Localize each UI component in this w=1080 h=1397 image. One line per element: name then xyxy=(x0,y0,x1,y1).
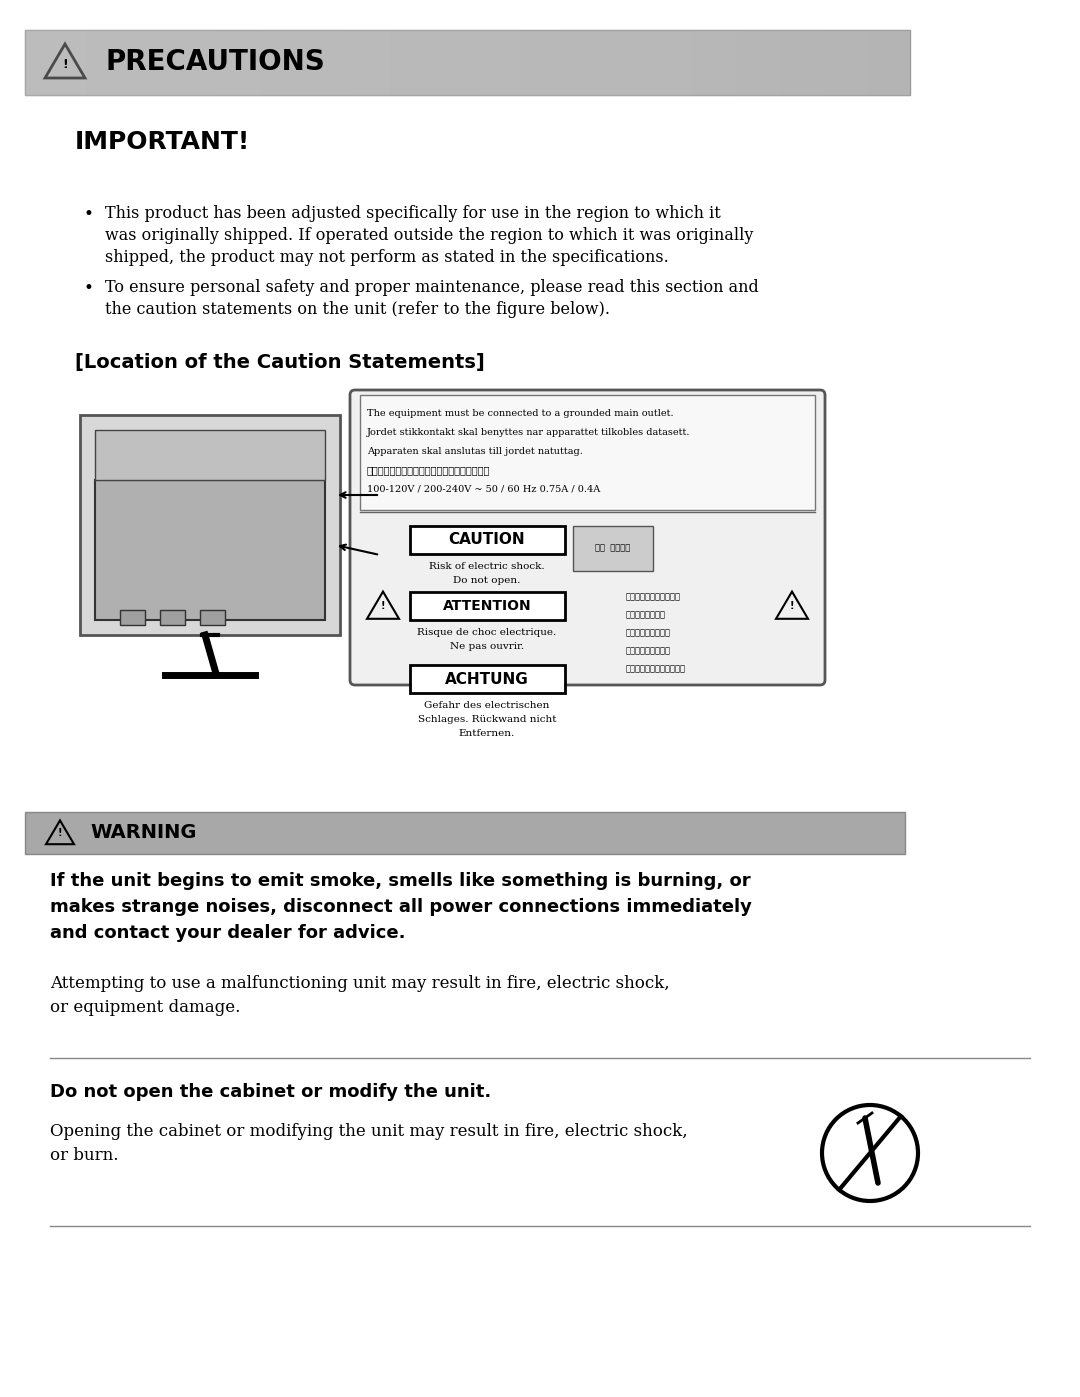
Text: Apparaten skal anslutas till jordet natuttag.: Apparaten skal anslutas till jordet natu… xyxy=(367,447,583,455)
Text: PRECAUTIONS: PRECAUTIONS xyxy=(105,47,325,75)
Text: or burn.: or burn. xyxy=(50,1147,119,1164)
Text: ださい。内部には高: ださい。内部には高 xyxy=(625,629,671,637)
FancyBboxPatch shape xyxy=(410,527,565,555)
Text: Attempting to use a malfunctioning unit may result in fire, electric shock,: Attempting to use a malfunctioning unit … xyxy=(50,975,670,992)
Text: !: ! xyxy=(57,828,63,838)
FancyBboxPatch shape xyxy=(360,395,815,510)
Text: !: ! xyxy=(789,601,794,610)
Text: カーがさわると危険です。: カーがさわると危険です。 xyxy=(625,664,686,673)
Text: makes strange noises, disconnect all power connections immediately: makes strange noises, disconnect all pow… xyxy=(50,898,752,916)
Text: ATTENTION: ATTENTION xyxy=(443,599,531,613)
Text: Schlages. Rückwand nicht: Schlages. Rückwand nicht xyxy=(418,715,556,724)
Text: Opening the cabinet or modifying the unit may result in fire, electric shock,: Opening the cabinet or modifying the uni… xyxy=(50,1123,688,1140)
FancyBboxPatch shape xyxy=(350,390,825,685)
FancyBboxPatch shape xyxy=(25,812,905,854)
Text: ACHTUNG: ACHTUNG xyxy=(445,672,529,686)
Text: 盤に触れないでく: 盤に触れないでく xyxy=(625,610,665,619)
Text: Jordet stikkontakt skal benyttes nar apparattet tilkobles datasett.: Jordet stikkontakt skal benyttes nar app… xyxy=(367,427,690,437)
Text: 電圧部分が多くある: 電圧部分が多くある xyxy=(625,645,671,655)
Text: •: • xyxy=(83,205,93,224)
Text: Gefahr des electrischen: Gefahr des electrischen xyxy=(424,701,550,710)
Text: 100-120V / 200-240V ~ 50 / 60 Hz 0.75A / 0.4A: 100-120V / 200-240V ~ 50 / 60 Hz 0.75A /… xyxy=(367,485,600,495)
Text: This product has been adjusted specifically for use in the region to which it: This product has been adjusted specifica… xyxy=(105,205,720,222)
FancyBboxPatch shape xyxy=(95,481,325,620)
FancyBboxPatch shape xyxy=(80,415,340,636)
Text: shipped, the product may not perform as stated in the specifications.: shipped, the product may not perform as … xyxy=(105,249,669,265)
FancyBboxPatch shape xyxy=(410,592,565,620)
FancyBboxPatch shape xyxy=(25,29,910,95)
FancyBboxPatch shape xyxy=(410,665,565,693)
Text: 電源コードのアースは必ず地路してください。: 電源コードのアースは必ず地路してください。 xyxy=(367,467,490,475)
Text: If the unit begins to emit smoke, smells like something is burning, or: If the unit begins to emit smoke, smells… xyxy=(50,872,751,890)
Text: the caution statements on the unit (refer to the figure below).: the caution statements on the unit (refe… xyxy=(105,300,610,319)
FancyBboxPatch shape xyxy=(573,527,653,571)
Text: To ensure personal safety and proper maintenance, please read this section and: To ensure personal safety and proper mai… xyxy=(105,279,759,296)
Text: Do not open the cabinet or modify the unit.: Do not open the cabinet or modify the un… xyxy=(50,1083,491,1101)
Text: サービスマン以外の方は: サービスマン以外の方は xyxy=(625,592,680,601)
Text: Risque de choc electrique.: Risque de choc electrique. xyxy=(417,629,556,637)
Text: CAUTION: CAUTION xyxy=(448,532,525,548)
Text: WARNING: WARNING xyxy=(90,823,197,842)
FancyBboxPatch shape xyxy=(95,430,325,481)
Text: •: • xyxy=(83,279,93,298)
FancyBboxPatch shape xyxy=(160,610,185,624)
Text: or equipment damage.: or equipment damage. xyxy=(50,999,241,1016)
Text: !: ! xyxy=(381,601,386,610)
FancyBboxPatch shape xyxy=(200,610,225,624)
Text: [Location of the Caution Statements]: [Location of the Caution Statements] xyxy=(75,353,485,372)
FancyBboxPatch shape xyxy=(120,610,145,624)
Text: IMPORTANT!: IMPORTANT! xyxy=(75,130,251,154)
Text: !: ! xyxy=(63,57,68,70)
Text: and contact your dealer for advice.: and contact your dealer for advice. xyxy=(50,923,405,942)
Text: Entfernen.: Entfernen. xyxy=(459,729,515,738)
Text: Ne pas ouvrir.: Ne pas ouvrir. xyxy=(450,643,524,651)
Text: The equipment must be connected to a grounded main outlet.: The equipment must be connected to a gro… xyxy=(367,409,674,418)
Text: Do not open.: Do not open. xyxy=(454,576,521,585)
Text: was originally shipped. If operated outside the region to which it was originall: was originally shipped. If operated outs… xyxy=(105,226,754,244)
Text: Risk of electric shock.: Risk of electric shock. xyxy=(429,562,544,571)
Text: 警告  注意事項: 警告 注意事項 xyxy=(595,543,631,552)
